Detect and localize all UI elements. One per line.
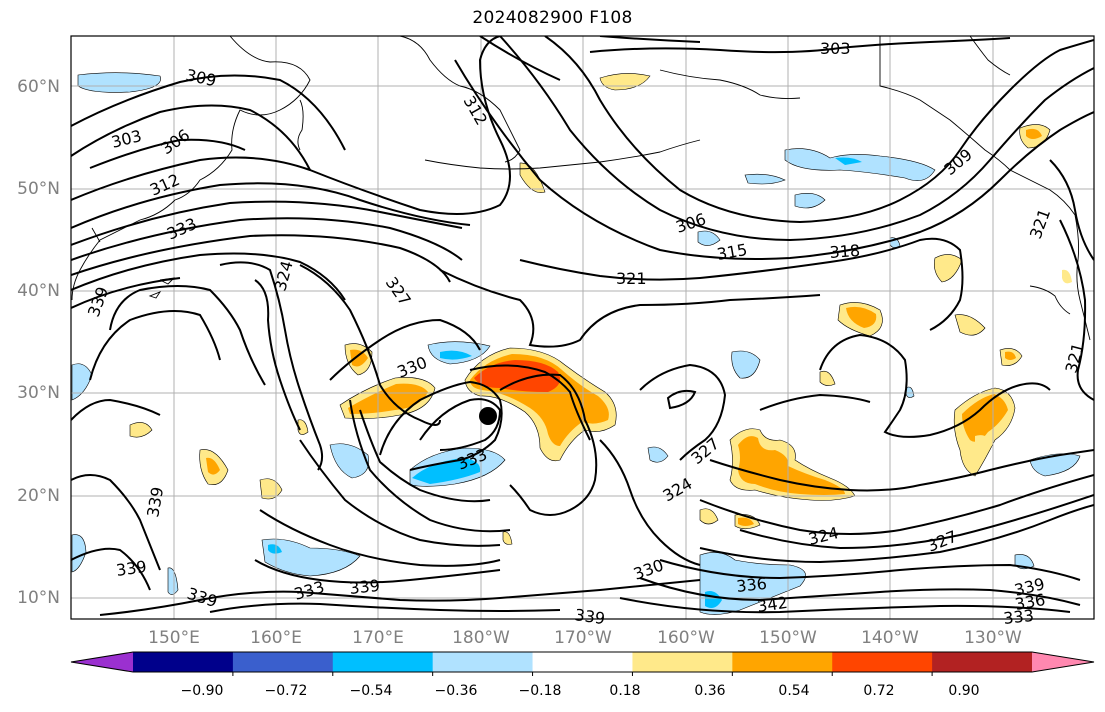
lon-label: 140°W: [861, 628, 919, 648]
colorbar-swatch: [332, 652, 434, 672]
gridlines: [71, 36, 1094, 619]
contour-label: 333: [1002, 606, 1034, 628]
colorbar-swatch: [932, 652, 1033, 672]
colorbar-tick-label: −0.90: [180, 683, 224, 699]
colorbar-swatch: [832, 652, 933, 672]
colorbar-tick-label: 0.36: [694, 683, 726, 699]
colorbar-tick-label: −0.72: [264, 683, 308, 699]
colorbar-tick-label: −0.54: [349, 683, 393, 699]
lon-label: 170°W: [554, 628, 612, 648]
colorbar-tick-label: 0.72: [863, 683, 895, 699]
lat-label: 40°N: [17, 281, 60, 301]
colorbar-swatch: [532, 652, 633, 672]
lon-label: 170°E: [352, 628, 404, 648]
colorbar-tick-label: −0.18: [518, 683, 562, 699]
lon-label: 130°W: [964, 628, 1022, 648]
colorbar: [70, 651, 1095, 676]
colorbar-tick-label: 0.18: [609, 683, 641, 699]
storm-center-marker: [479, 407, 497, 425]
colorbar-extension-low: [71, 652, 133, 672]
contour-label: 339: [348, 576, 380, 598]
colorbar-extension-high: [1032, 652, 1094, 672]
lat-label: 20°N: [17, 486, 60, 506]
contour-label: 321: [616, 269, 647, 288]
colorbar-tick-label: −0.36: [434, 683, 478, 699]
lon-label: 160°E: [250, 628, 302, 648]
lat-label: 60°N: [17, 77, 60, 97]
colorbar-swatch: [632, 652, 733, 672]
lon-label: 150°E: [148, 628, 200, 648]
contour-label: 339: [573, 605, 606, 628]
colorbar-swatch: [232, 652, 334, 672]
contour-label: 342: [756, 593, 789, 616]
colorbar-swatch: [432, 652, 534, 672]
colorbar-swatch: [133, 652, 234, 672]
colorbar-swatch: [732, 652, 833, 672]
lon-label: 150°W: [759, 628, 817, 648]
lat-label: 50°N: [17, 179, 60, 199]
lat-label: 10°N: [17, 588, 60, 608]
colorbar-outline: [70, 651, 1095, 673]
contour-label: 339: [115, 557, 148, 580]
colorbar-tick-label: 0.54: [778, 683, 810, 699]
lon-label: 180°W: [452, 628, 510, 648]
contour-label: 336: [735, 574, 767, 596]
contour-label: 303: [820, 39, 851, 58]
colorbar-tick-label: 0.90: [948, 683, 980, 699]
contour-label: 318: [829, 241, 861, 262]
shaded-anomalies: [71, 72, 1081, 615]
map-title: 2024082900 F108: [472, 8, 633, 28]
lon-label: 160°W: [657, 628, 715, 648]
plot-frame: [70, 35, 1095, 620]
lat-label: 30°N: [17, 383, 60, 403]
height-contours: [71, 36, 1094, 616]
